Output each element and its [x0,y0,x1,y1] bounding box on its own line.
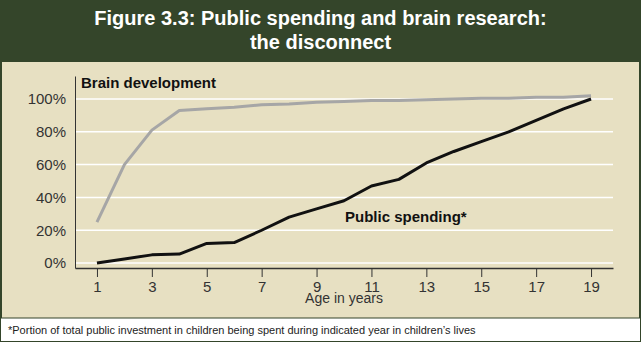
y-tick-label: 80% [36,123,66,140]
grid-line [75,262,613,264]
x-tick: 7 [258,268,266,295]
series-label: Public spending* [345,208,467,225]
footnote-band [1,318,640,341]
x-axis-title: Age in years [305,290,383,306]
x-tick-label: 1 [93,278,101,295]
y-tick: 60% [36,156,75,173]
series-group [97,96,591,263]
x-tick-label: 7 [258,278,266,295]
y-tick: 0% [44,254,75,271]
series-line [97,96,591,222]
x-tick: 19 [583,268,600,295]
x-tick-label: 15 [473,278,490,295]
title-band [0,0,641,62]
x-tick-mark [262,268,263,277]
frame [1,1,640,341]
x-tick: 5 [203,268,211,295]
chart: Figure 3.3: Public spending and brain re… [0,0,641,342]
series-label: Brain development [81,74,216,91]
y-axis: 0% 20% 40% 60% 80% 100% [28,77,76,272]
x-tick-label: 17 [528,278,545,295]
title: the disconnect [250,31,391,53]
grid [75,99,613,263]
y-tick: 40% [36,189,75,206]
x-tick-mark [317,268,318,277]
x-tick-mark [371,268,372,277]
y-tick: 100% [28,90,75,107]
y-tick-label: 60% [36,156,66,173]
x-tick-mark [426,268,427,277]
background [0,0,641,342]
x-axis-line [76,268,614,270]
x-tick-label: 5 [203,278,211,295]
grid-line [75,197,613,199]
x-tick-mark [152,268,153,277]
x-tick-label: 3 [148,278,156,295]
x-tick-mark [591,268,592,277]
y-tick-label: 100% [28,90,66,107]
grid-line [75,131,613,133]
x-tick-mark [207,268,208,277]
y-tick-label: 40% [36,189,66,206]
x-tick: 13 [419,268,436,295]
y-tick-label: 20% [36,222,66,239]
y-tick-label: 0% [44,254,66,271]
y-tick: 80% [36,123,75,140]
plot-background [1,60,640,318]
x-tick: 1 [93,268,101,295]
x-tick-label: 19 [583,278,600,295]
grid-line [75,164,613,166]
series-line [97,99,591,263]
y-tick: 20% [36,222,75,239]
x-tick-mark [536,268,537,277]
x-tick: 3 [148,268,156,295]
title: Figure 3.3: Public spending and brain re… [94,7,546,29]
footnote-rule [1,318,640,319]
x-tick: 15 [473,268,490,295]
x-tick-mark [481,268,482,277]
y-axis-line [75,77,76,269]
x-tick-mark [97,268,98,277]
grid-line [75,230,613,232]
x-tick: 17 [528,268,545,295]
footnote: *Portion of total public investment in c… [8,324,476,336]
x-tick-label: 13 [419,278,436,295]
